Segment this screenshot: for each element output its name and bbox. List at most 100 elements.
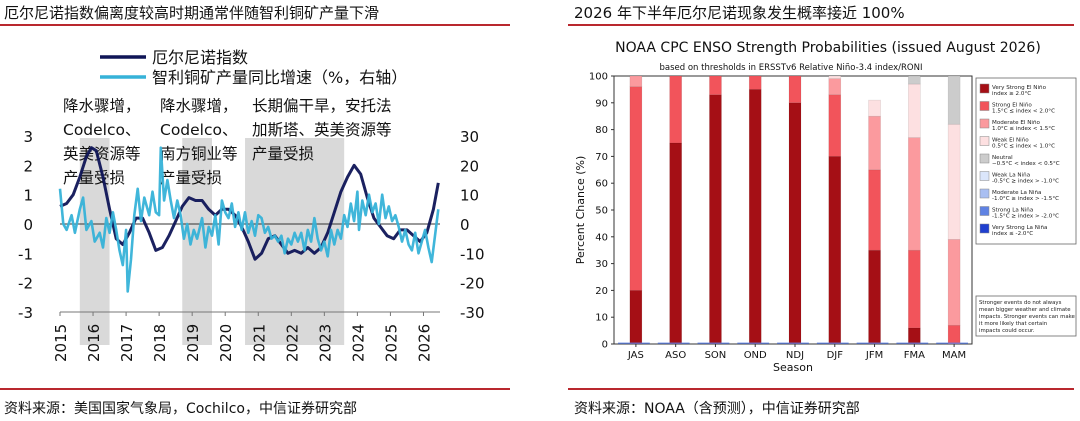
legend-swatch	[979, 188, 990, 199]
bar-segment	[828, 78, 842, 96]
bar-segment	[788, 102, 802, 345]
y-right-tick-label: 30	[460, 128, 479, 146]
bar-segment	[629, 290, 643, 345]
x-tick-label: FMA	[904, 350, 925, 361]
bar-segment	[748, 89, 762, 345]
x-tick-label: 2015	[52, 324, 70, 362]
note-box	[975, 295, 1077, 337]
y-right-tick-label: 10	[460, 187, 479, 205]
bar-segment	[709, 94, 722, 345]
legend-label: Strong La Niña	[992, 208, 1033, 214]
x-tick-label: OND	[744, 350, 767, 361]
series-line-1	[58, 146, 440, 293]
y-right-tick-label: 0	[460, 216, 470, 234]
legend-label: Very Strong El Niño	[992, 85, 1047, 91]
y-right-tick-label: -20	[460, 275, 485, 293]
legend-sublabel: index ≤ -2.0°C	[992, 231, 1033, 237]
legend-sublabel: 0.5°C ≤ index < 1.0°C	[992, 144, 1055, 150]
x-tick-label: DJF	[827, 350, 844, 361]
y-left-tick-label: 2	[23, 157, 33, 175]
legend-swatch	[979, 101, 990, 111]
y-tick-label: 60	[595, 179, 608, 190]
y-tick-label: 0	[602, 340, 608, 351]
legend-sublabel: 1.5°C ≤ index < 2.0°C	[992, 109, 1055, 115]
annotation-text: 长期偏干旱，安托法	[252, 97, 392, 115]
y-tick-label: 10	[595, 313, 608, 324]
legend-sublabel: -1.0°C ≥ index > -1.5°C	[992, 196, 1059, 202]
legend-label-0: 厄尔尼诺指数	[152, 48, 248, 67]
y-tick-label: 80	[595, 125, 608, 136]
left-source-rule	[0, 388, 510, 390]
legend-swatch	[979, 118, 990, 129]
bar-segment	[828, 156, 842, 345]
bar-segment	[908, 83, 921, 138]
bar-segment	[709, 75, 722, 96]
right-title-rule	[568, 24, 1074, 26]
y-tick-label: 20	[595, 286, 608, 297]
x-tick-label: MAM	[942, 350, 966, 361]
annotation-text: 降水骤增，	[63, 97, 141, 115]
x-tick-label: 2026	[415, 324, 433, 362]
y-right-tick-label: -30	[460, 304, 485, 322]
x-axis-label: Season	[773, 361, 813, 374]
y-left-tick-label: -1	[18, 245, 33, 263]
note-text: mean bigger weather and climate	[979, 307, 1071, 313]
y-tick-label: 90	[595, 98, 608, 109]
legend-label: Neutral	[992, 155, 1013, 161]
bar-segment	[868, 249, 881, 345]
bar-segment	[947, 75, 961, 125]
legend-label: Moderate El Niño	[992, 120, 1041, 126]
left-panel-title: 厄尔尼诺指数偏离度较高时期通常伴随智利铜矿产量下滑	[4, 4, 380, 22]
legend-swatch	[979, 83, 990, 94]
annotation-text: 南方铜业等	[160, 145, 238, 163]
bar-segment	[788, 75, 802, 104]
legend-swatch	[979, 171, 990, 181]
x-tick-label: JAS	[627, 350, 644, 361]
legend-sublabel: index ≥ 2.0°C	[992, 91, 1031, 97]
bar-segment	[748, 75, 762, 90]
bar-segment	[828, 94, 842, 157]
legend-label: Moderate La Niña	[992, 190, 1041, 196]
chart-title: NOAA CPC ENSO Strength Probabilities (is…	[615, 40, 1041, 56]
annotation-text: 产量受损	[160, 169, 222, 187]
bar-segment	[908, 249, 921, 329]
x-tick-label: 2017	[118, 324, 136, 362]
legend-swatch	[979, 223, 990, 234]
annotation-text: 产量受损	[63, 169, 125, 187]
annotation-text: 产量受损	[252, 145, 314, 163]
legend-swatch	[979, 136, 990, 146]
x-tick-label: 2025	[382, 324, 400, 362]
x-tick-label: 2020	[217, 324, 235, 362]
y-right-tick-label: -10	[460, 245, 485, 263]
legend-label: Weak La Niña	[992, 173, 1030, 179]
note-text: impacts could occur.	[979, 328, 1035, 334]
bar-segment	[908, 327, 921, 345]
right-bar-chart: NOAA CPC ENSO Strength Probabilities (is…	[574, 40, 1077, 374]
bar-segment	[868, 169, 881, 251]
annotation-text: 降水骤增，	[160, 97, 238, 115]
legend-sublabel: −0.5°C < index < 0.5°C	[992, 161, 1060, 167]
y-left-tick-label: -2	[18, 275, 33, 293]
chart-subtitle: based on thresholds in ERSSTv6 Relative …	[660, 63, 923, 73]
bar-segment	[669, 142, 682, 345]
left-chart-panel: 厄尔尼诺指数偏离度较高时期通常伴随智利铜矿产量下滑 3 2 1 0 -1 -2 -3 30 20…	[0, 0, 520, 421]
bar-segment	[908, 137, 921, 251]
legend-sublabel: -1.5°C ≥ index > -2.0°C	[992, 214, 1059, 220]
right-source-rule	[568, 388, 1074, 390]
annotation-text: Codelco、	[160, 121, 238, 139]
right-source-note: 资料来源：NOAA（含预测），中信证券研究部	[574, 401, 860, 417]
bar-segment	[947, 239, 961, 326]
legend-swatch	[979, 206, 990, 216]
x-tick-label: JFM	[865, 350, 883, 361]
annotation-text: 英美资源等	[63, 145, 141, 163]
y-tick-label: 30	[595, 259, 608, 270]
legend-swatch	[979, 153, 990, 164]
y-left-tick-label: -3	[18, 304, 33, 322]
bar-segment	[947, 123, 961, 240]
bar-segment	[868, 115, 881, 171]
right-panel-title: 2026 年下半年厄尔尼诺现象发生概率接近 100%	[574, 4, 905, 22]
x-tick-label: 2018	[151, 324, 169, 362]
y-left-tick-label: 3	[23, 128, 33, 146]
bar-segment	[868, 99, 881, 117]
